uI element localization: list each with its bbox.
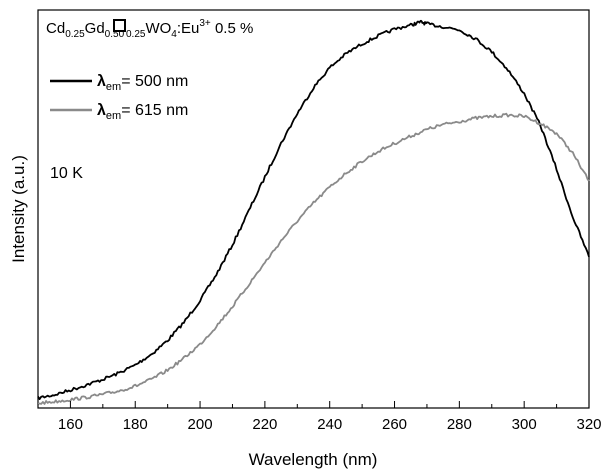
x-tick-label: 300 [512,416,537,433]
formula-wo: WO [145,20,171,37]
x-tick-label: 200 [188,416,213,433]
legend-sub-500: em [106,81,121,93]
legend-label-615: λem= 615 nm [97,102,188,122]
x-tick-label: 280 [447,416,472,433]
legend-lambda-615: λ [97,102,106,119]
y-axis-label: Intensity (a.u.) [9,155,28,263]
x-tick-label: 180 [123,416,148,433]
formula-wo-sub: 4 [171,29,177,40]
legend-value-500: = 500 nm [121,73,188,90]
legend-sub-615: em [106,110,121,122]
x-tick-label: 260 [382,416,407,433]
formula-vac-sub: 0.25 [126,29,146,40]
legend: λem= 500 nm λem= 615 nm [50,73,188,122]
vacancy-square-icon [113,19,126,32]
legend-lambda-500: λ [97,73,106,90]
series-line-500nm [37,19,590,401]
formula-conc: 0.5 % [211,20,254,37]
legend-label-500: λem= 500 nm [97,73,188,93]
x-ticks: 160 180 200 220 240 260 280 300 320 [37,401,602,433]
formula-gd-sub: 0.50 [105,29,125,40]
formula-eu-sup: 3+ [199,18,211,29]
series-line-615nm [37,112,590,405]
x-tick-label: 160 [58,416,83,433]
x-tick-label: 240 [317,416,342,433]
plot-frame [37,9,590,409]
x-axis-label: Wavelength (nm) [249,450,378,469]
compound-formula: Cd0.25Gd0.50 [46,20,125,40]
formula-cd-sub: 0.25 [65,29,85,40]
formula-gd: Gd [85,20,105,37]
formula-eu: :Eu [177,20,200,37]
series-layer [37,19,590,405]
temperature-label: 10 K [50,165,83,182]
x-tick-label: 220 [252,416,277,433]
x-tick-label: 320 [576,416,601,433]
compound-formula-rest: 0.25WO4:Eu3+ 0.5 % [126,18,253,40]
formula-cd: Cd [46,20,65,37]
legend-value-615: = 615 nm [121,102,188,119]
